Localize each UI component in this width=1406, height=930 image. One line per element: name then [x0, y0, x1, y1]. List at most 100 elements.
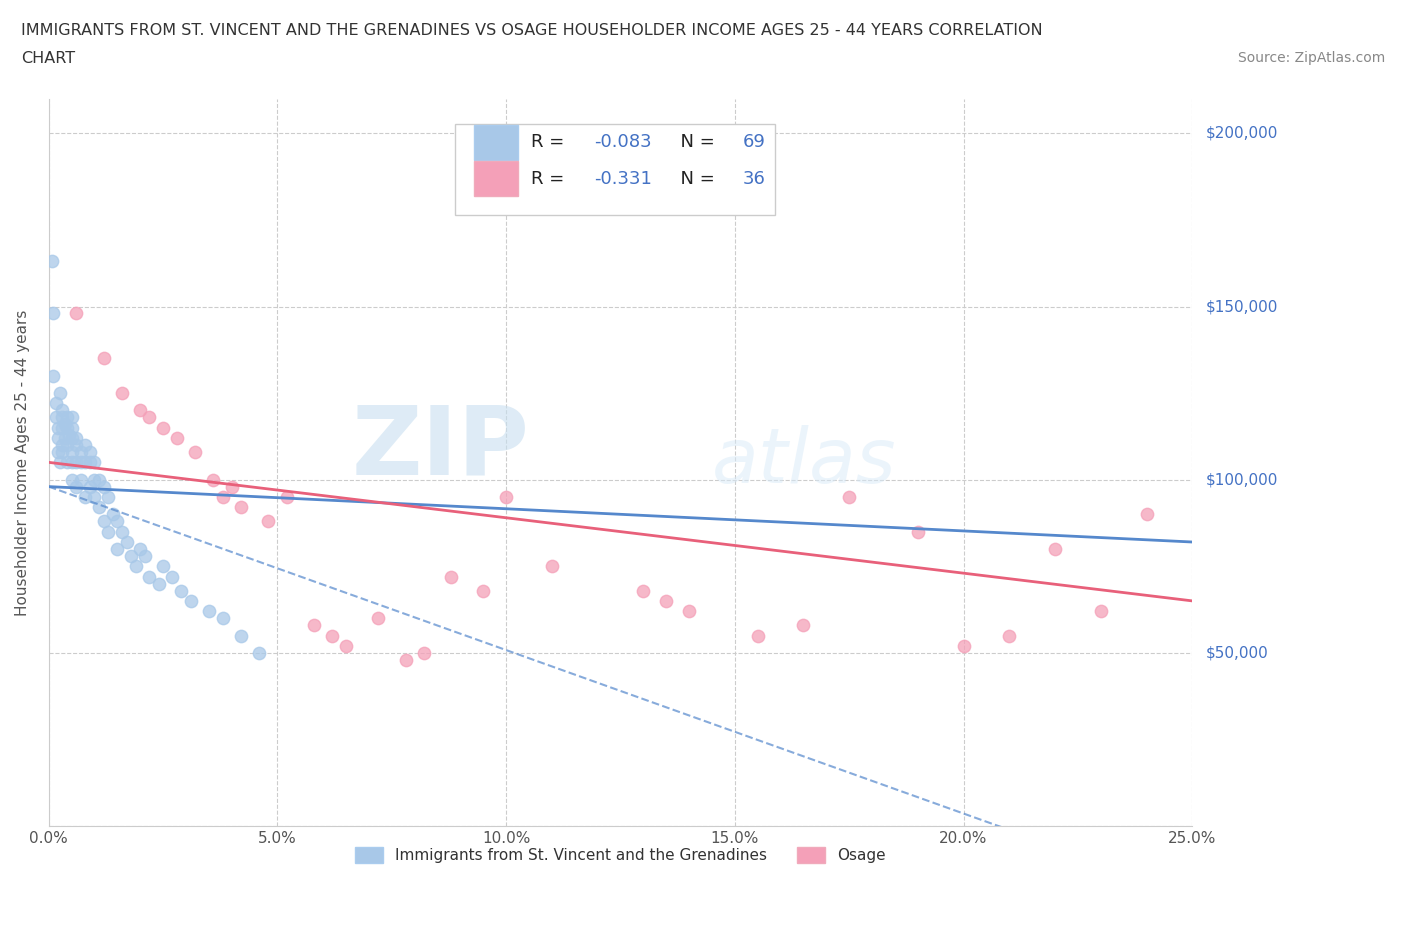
Point [211, 611, 233, 626]
Point [51, 403, 73, 418]
Point [65, 438, 87, 453]
Text: Source: ZipAtlas.com: Source: ZipAtlas.com [1237, 51, 1385, 65]
Point [60, 410, 83, 425]
Point [198, 604, 221, 618]
Point [45, 410, 67, 425]
Point [394, 652, 416, 667]
Point [83, 472, 105, 487]
Point [83, 489, 105, 504]
FancyBboxPatch shape [454, 125, 775, 215]
Point [321, 628, 343, 643]
Point [93, 479, 115, 494]
Point [495, 489, 517, 504]
Point [69, 455, 91, 470]
Point [41, 254, 63, 269]
Point [115, 535, 138, 550]
Point [129, 541, 152, 556]
Point [124, 559, 146, 574]
Point [69, 445, 91, 459]
Point [79, 445, 101, 459]
Point [42, 306, 65, 321]
Point [46, 431, 69, 445]
Point [79, 479, 101, 494]
Point [120, 549, 142, 564]
Point [65, 455, 87, 470]
Y-axis label: Householder Income Ages 25 - 44 years: Householder Income Ages 25 - 44 years [15, 309, 30, 616]
Point [412, 645, 434, 660]
Point [170, 583, 193, 598]
Point [152, 559, 174, 574]
Point [211, 489, 233, 504]
Point [138, 569, 160, 584]
Point [58, 427, 80, 442]
Point [49, 386, 72, 401]
Point [134, 549, 156, 564]
Point [46, 445, 69, 459]
Point [56, 455, 79, 470]
Point [247, 645, 270, 660]
Point [162, 569, 184, 584]
Point [56, 438, 79, 453]
Point [257, 513, 280, 528]
Point [111, 386, 134, 401]
Text: $150,000: $150,000 [1206, 299, 1278, 314]
Point [302, 618, 325, 632]
Point [75, 489, 97, 504]
Point [148, 576, 170, 591]
Point [952, 639, 974, 654]
Point [45, 396, 67, 411]
Point [65, 431, 87, 445]
Point [335, 639, 357, 654]
Point [101, 507, 124, 522]
Point [655, 593, 678, 608]
Text: CHART: CHART [21, 51, 75, 66]
Point [1135, 507, 1157, 522]
Legend: Immigrants from St. Vincent and the Grenadines, Osage: Immigrants from St. Vincent and the Gren… [349, 841, 891, 870]
Point [53, 431, 76, 445]
Point [60, 455, 83, 470]
Text: IMMIGRANTS FROM ST. VINCENT AND THE GRENADINES VS OSAGE HOUSEHOLDER INCOME AGES : IMMIGRANTS FROM ST. VINCENT AND THE GREN… [21, 23, 1043, 38]
Point [51, 445, 73, 459]
Text: N =: N = [668, 133, 720, 151]
Point [152, 420, 174, 435]
Point [65, 479, 87, 494]
Point [60, 472, 83, 487]
Text: ZIP: ZIP [352, 402, 529, 495]
Point [105, 541, 128, 556]
Text: N =: N = [668, 170, 720, 188]
Point [51, 420, 73, 435]
Point [46, 420, 69, 435]
Point [367, 611, 389, 626]
Point [56, 420, 79, 435]
Point [229, 500, 252, 515]
Text: 36: 36 [742, 170, 766, 188]
Text: $50,000: $50,000 [1206, 645, 1268, 660]
Point [229, 628, 252, 643]
Point [1043, 541, 1066, 556]
Text: 69: 69 [742, 133, 766, 151]
Point [97, 489, 120, 504]
Point [633, 583, 655, 598]
Point [87, 500, 110, 515]
Point [97, 525, 120, 539]
Point [747, 628, 769, 643]
Point [907, 525, 929, 539]
Point [440, 569, 463, 584]
Point [69, 472, 91, 487]
FancyBboxPatch shape [474, 162, 517, 196]
Point [60, 420, 83, 435]
Point [276, 489, 298, 504]
Point [221, 479, 243, 494]
Point [111, 525, 134, 539]
Point [180, 593, 202, 608]
Point [93, 513, 115, 528]
Point [93, 351, 115, 365]
Point [75, 438, 97, 453]
Point [79, 455, 101, 470]
Point [49, 455, 72, 470]
Point [129, 403, 152, 418]
Point [166, 431, 188, 445]
Point [51, 410, 73, 425]
Point [60, 431, 83, 445]
Point [792, 618, 814, 632]
